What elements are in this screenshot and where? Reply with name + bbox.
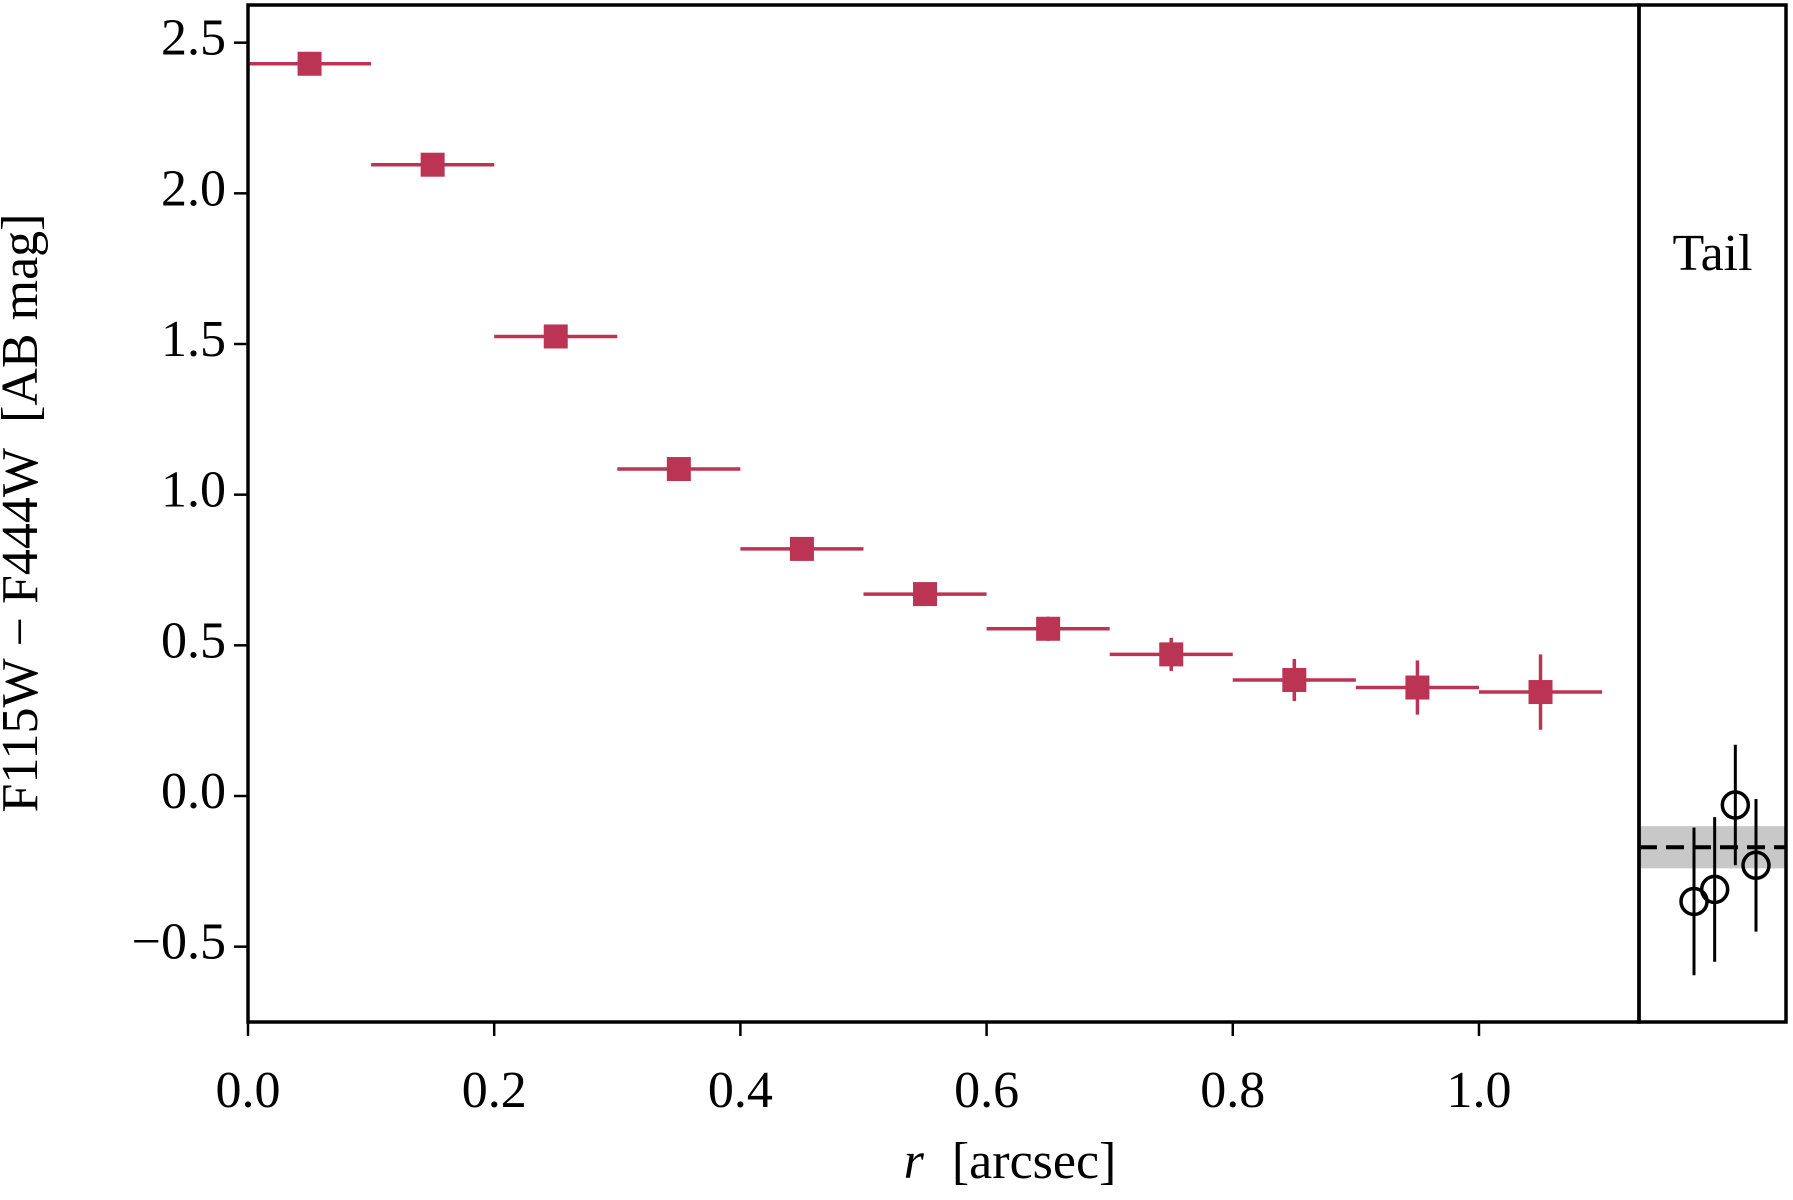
marker — [297, 51, 322, 76]
x-label-unit: [arcsec] — [952, 1133, 1117, 1190]
marker — [1159, 642, 1184, 667]
x-tick-label: 0.8 — [1200, 1062, 1265, 1119]
marker — [1282, 667, 1307, 692]
y-tick-label: 1.5 — [161, 311, 226, 368]
tail-marker — [1720, 790, 1751, 820]
y-tick-label: 2.5 — [161, 10, 226, 67]
marker — [666, 457, 691, 482]
y-tick-label: 1.0 — [161, 462, 226, 519]
tail-marker — [1699, 874, 1730, 905]
tail-frame — [1637, 3, 1788, 1024]
marker — [1405, 675, 1430, 700]
y-tick-label: 2.0 — [161, 160, 226, 217]
y-tick-label: 0.5 — [161, 612, 226, 669]
panel-label: Tail — [1672, 225, 1752, 282]
marker — [789, 536, 814, 561]
y-axis-label: F115W − F444W [AB mag] — [0, 214, 49, 813]
tail-marker — [1741, 850, 1771, 881]
marker — [1528, 680, 1553, 705]
x-axis-label: r [arcsec] — [904, 1133, 1117, 1190]
x-tick-label: 0.6 — [954, 1062, 1019, 1119]
x-tick-label: 1.0 — [1446, 1062, 1511, 1119]
marker — [1036, 616, 1061, 641]
marker — [543, 324, 568, 349]
marker — [913, 582, 938, 607]
x-tick-label: 0.2 — [462, 1062, 527, 1119]
x-tick-label: 0.4 — [708, 1062, 773, 1119]
x-tick-label: 0.0 — [216, 1062, 281, 1119]
plot-frame — [246, 3, 1641, 1024]
y-tick-label: −0.5 — [132, 914, 226, 971]
y-tick-label: 0.0 — [161, 763, 226, 820]
x-label-symbol: r — [904, 1133, 925, 1190]
marker — [420, 152, 445, 177]
